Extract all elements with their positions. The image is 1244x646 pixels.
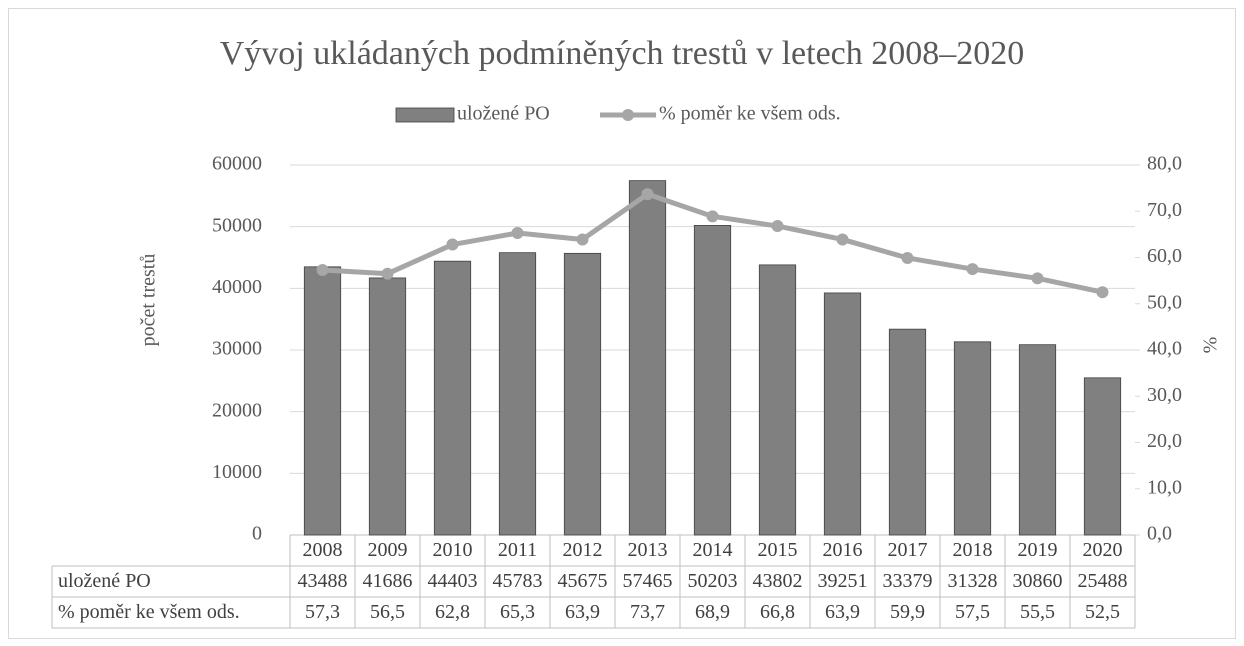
legend-label: % poměr ke všem ods. — [659, 103, 841, 125]
y2-tick-label: 60,0 — [1147, 245, 1182, 267]
table-cell: 65,3 — [500, 601, 535, 623]
bar — [368, 277, 407, 536]
bar — [953, 341, 992, 536]
line-marker — [706, 210, 719, 223]
chart-border — [8, 8, 1236, 639]
legend-label: uložené PO — [457, 103, 550, 125]
table-cell: 41686 — [363, 570, 413, 592]
table-cell: 52,5 — [1085, 601, 1120, 623]
line-marker — [316, 263, 329, 276]
table-cell: 31328 — [948, 570, 998, 592]
table-cell: 55,5 — [1020, 601, 1055, 623]
y2-axis-label: % — [1200, 337, 1222, 354]
table-cell: 73,7 — [630, 601, 665, 623]
table-cell: 57465 — [623, 570, 673, 592]
bar — [1083, 377, 1122, 536]
bar — [693, 225, 732, 536]
chart-title: Vývoj ukládaných podmíněných trestů v le… — [220, 35, 1025, 72]
bar — [563, 252, 602, 536]
x-tick-label: 2014 — [693, 539, 733, 561]
y2-tick-label: 50,0 — [1147, 291, 1182, 313]
legend-marker — [622, 109, 634, 121]
y2-tick-label: 10,0 — [1147, 476, 1182, 498]
table-row-header: % poměr ke všem ods. — [58, 601, 240, 623]
line-marker — [1031, 272, 1044, 285]
line-marker — [446, 238, 459, 251]
table-cell: 68,9 — [695, 601, 730, 623]
y-tick-label: 20000 — [212, 399, 262, 421]
y-tick-label: 0 — [252, 523, 262, 545]
x-tick-label: 2010 — [433, 539, 473, 561]
line-marker — [771, 220, 784, 233]
y2-tick-label: 20,0 — [1147, 430, 1182, 452]
x-tick-label: 2011 — [498, 539, 537, 561]
x-tick-label: 2009 — [368, 539, 408, 561]
table-row-header: uložené PO — [58, 570, 151, 592]
table-cell: 33379 — [883, 570, 933, 592]
table-cell: 45675 — [558, 570, 608, 592]
y2-tick-label: 70,0 — [1147, 199, 1182, 221]
x-tick-label: 2016 — [823, 539, 863, 561]
table-cell: 57,5 — [955, 601, 990, 623]
table-cell: 50203 — [688, 570, 738, 592]
line-marker — [511, 226, 524, 239]
table-cell: 44403 — [428, 570, 478, 592]
table-cell: 43802 — [753, 570, 803, 592]
table-cell: 59,9 — [890, 601, 925, 623]
line-marker — [966, 263, 979, 276]
x-tick-label: 2018 — [953, 539, 993, 561]
y-tick-label: 10000 — [212, 461, 262, 483]
y-tick-label: 30000 — [212, 338, 262, 360]
y2-tick-label: 80,0 — [1147, 153, 1182, 175]
table-cell: 63,9 — [565, 601, 600, 623]
legend-swatch — [395, 107, 455, 123]
line-marker — [836, 233, 849, 246]
line-marker — [901, 251, 914, 264]
x-tick-label: 2015 — [758, 539, 798, 561]
line-marker — [381, 267, 394, 280]
x-tick-label: 2017 — [888, 539, 928, 561]
line-marker — [576, 233, 589, 246]
y2-tick-label: 0,0 — [1147, 523, 1172, 545]
table-cell: 56,5 — [370, 601, 405, 623]
y-axis-label: počet trestů — [138, 254, 160, 347]
table-cell: 39251 — [818, 570, 868, 592]
line-marker — [1096, 286, 1109, 299]
y2-tick-label: 30,0 — [1147, 384, 1182, 406]
table-cell: 45783 — [493, 570, 543, 592]
bar — [888, 328, 927, 536]
bar — [1018, 344, 1057, 536]
bar — [823, 292, 862, 536]
table-cell: 62,8 — [435, 601, 470, 623]
bar — [303, 266, 342, 536]
y2-tick-label: 40,0 — [1147, 338, 1182, 360]
table-cell: 30860 — [1013, 570, 1063, 592]
bar — [758, 264, 797, 536]
x-tick-label: 2019 — [1018, 539, 1058, 561]
y-tick-label: 50000 — [212, 214, 262, 236]
line-marker — [641, 188, 654, 201]
y-tick-label: 60000 — [212, 153, 262, 175]
table-cell: 43488 — [298, 570, 348, 592]
bar — [628, 180, 667, 536]
x-tick-label: 2012 — [563, 539, 603, 561]
bar — [433, 260, 472, 536]
table-cell: 66,8 — [760, 601, 795, 623]
table-cell: 25488 — [1078, 570, 1128, 592]
x-tick-label: 2020 — [1083, 539, 1123, 561]
table-cell: 57,3 — [305, 601, 340, 623]
y-tick-label: 40000 — [212, 276, 262, 298]
bar — [498, 252, 537, 536]
x-tick-label: 2008 — [303, 539, 343, 561]
table-cell: 63,9 — [825, 601, 860, 623]
x-tick-label: 2013 — [628, 539, 668, 561]
